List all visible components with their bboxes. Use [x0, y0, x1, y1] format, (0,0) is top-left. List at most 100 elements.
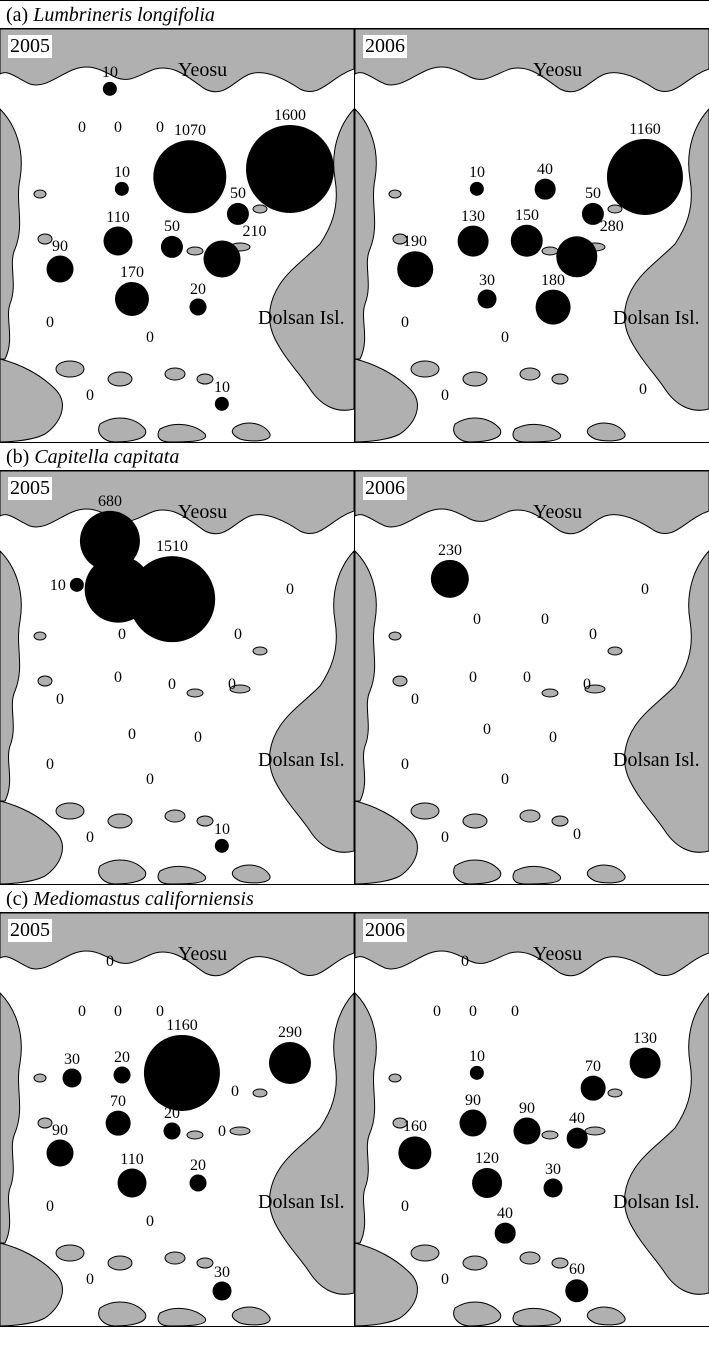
- station-value: 1160: [629, 121, 660, 139]
- station-value: 10: [469, 1048, 485, 1066]
- bubble-marker: [213, 1282, 232, 1301]
- station-value: 0: [156, 119, 164, 137]
- bubble-marker: [106, 1111, 131, 1136]
- station-value: 0: [228, 676, 236, 694]
- station-value: 0: [401, 1198, 409, 1216]
- map-row: 2005YeosuDolsan Isl.00003020116029007020…: [0, 912, 709, 1326]
- station-value: 130: [461, 208, 485, 226]
- station-value: 50: [230, 185, 246, 203]
- bubble-marker: [581, 1076, 606, 1101]
- station-value: 230: [438, 542, 462, 560]
- station-value: 60: [569, 1261, 585, 1279]
- panel-title: (c) Mediomastus californiensis: [0, 884, 709, 912]
- map-panel: 2006YeosuDolsan Isl.00001013070909040160…: [354, 913, 709, 1326]
- station-value: 0: [46, 756, 54, 774]
- panel-title: (b) Capitella capitata: [0, 442, 709, 470]
- station-value: 20: [190, 1157, 206, 1175]
- station-value: 0: [639, 381, 647, 399]
- station-value: 0: [114, 119, 122, 137]
- station-value: 0: [168, 676, 176, 694]
- bubble-marker: [535, 179, 556, 200]
- city-label: Yeosu: [178, 59, 227, 82]
- year-label: 2005: [8, 477, 52, 500]
- map-panel: 2005YeosuDolsan Isl.68010860151000000000…: [0, 471, 354, 884]
- station-value: 0: [469, 669, 477, 687]
- station-value: 0: [511, 1003, 519, 1021]
- station-value: 1600: [274, 107, 306, 125]
- station-value: 110: [120, 1151, 143, 1169]
- station-value: 10: [214, 821, 230, 839]
- station-value: 0: [231, 1083, 239, 1101]
- station-value: 0: [146, 329, 154, 347]
- station-value: 0: [501, 771, 509, 789]
- bubble-marker: [190, 1175, 207, 1192]
- station-value: 1510: [156, 538, 188, 556]
- station-value: 0: [114, 669, 122, 687]
- station-value: 30: [545, 1161, 561, 1179]
- station-value: 0: [433, 1003, 441, 1021]
- station-value: 0: [46, 314, 54, 332]
- station-value: 210: [242, 223, 266, 241]
- station-value: 0: [78, 1003, 86, 1021]
- station-value: 0: [156, 1003, 164, 1021]
- bubble-marker: [544, 1179, 563, 1198]
- station-value: 90: [52, 238, 68, 256]
- station-value: 0: [473, 611, 481, 629]
- station-value: 50: [585, 185, 601, 203]
- station-value: 0: [441, 387, 449, 405]
- city-label: Yeosu: [533, 943, 582, 966]
- island-label: Dolsan Isl.: [258, 307, 345, 330]
- bubble-marker: [118, 1169, 147, 1198]
- station-value: 0: [641, 581, 649, 599]
- bubble-marker: [567, 1128, 588, 1149]
- station-value: 0: [483, 721, 491, 739]
- station-value: 0: [401, 314, 409, 332]
- bubble-marker: [269, 1042, 311, 1084]
- station-value: 0: [441, 1271, 449, 1289]
- bubble-marker: [104, 227, 133, 256]
- station-value: 0: [128, 726, 136, 744]
- year-label: 2006: [363, 919, 407, 942]
- city-label: Yeosu: [178, 943, 227, 966]
- station-value: 280: [600, 218, 624, 236]
- station-value: 20: [164, 1105, 180, 1123]
- station-value: 10: [469, 164, 485, 182]
- station-value: 0: [411, 691, 419, 709]
- station-value: 20: [190, 281, 206, 299]
- station-value: 0: [234, 626, 242, 644]
- bubble-marker: [607, 139, 683, 215]
- station-value: 90: [52, 1122, 68, 1140]
- bubble-marker: [514, 1118, 541, 1145]
- bubble-marker: [47, 256, 74, 283]
- station-value: 110: [106, 209, 129, 227]
- bubble-marker: [630, 1048, 661, 1079]
- station-value: 0: [118, 626, 126, 644]
- species-name: Mediomastus californiensis: [33, 888, 254, 910]
- station-value: 150: [515, 207, 539, 225]
- year-label: 2005: [8, 35, 52, 58]
- station-value: 0: [86, 1271, 94, 1289]
- station-value: 120: [475, 1150, 499, 1168]
- station-value: 180: [541, 272, 565, 290]
- panel-title: (a) Lumbrineris longifolia: [0, 0, 709, 28]
- station-value: 70: [585, 1058, 601, 1076]
- station-value: 90: [465, 1092, 481, 1110]
- map-row: 2005YeosuDolsan Isl.68010860151000000000…: [0, 470, 709, 884]
- station-value: 290: [278, 1024, 302, 1042]
- island-label: Dolsan Isl.: [258, 749, 345, 772]
- map-row: 2005YeosuDolsan Isl.10000101070160050110…: [0, 28, 709, 442]
- island-label: Dolsan Isl.: [258, 1191, 345, 1214]
- species-name: Capitella capitata: [34, 446, 179, 468]
- bubble-marker: [397, 251, 433, 287]
- station-value: 0: [573, 826, 581, 844]
- station-value: 0: [56, 691, 64, 709]
- bubble-marker: [144, 1035, 220, 1111]
- station-value: 40: [569, 1110, 585, 1128]
- station-value: 0: [501, 329, 509, 347]
- island-label: Dolsan Isl.: [613, 1191, 700, 1214]
- map-panel: 2006YeosuDolsan Isl.10401160501301502801…: [354, 29, 709, 442]
- station-value: 0: [541, 611, 549, 629]
- station-value: 190: [403, 233, 427, 251]
- station-value: 0: [114, 1003, 122, 1021]
- map-panel: 2005YeosuDolsan Isl.00003020116029007020…: [0, 913, 354, 1326]
